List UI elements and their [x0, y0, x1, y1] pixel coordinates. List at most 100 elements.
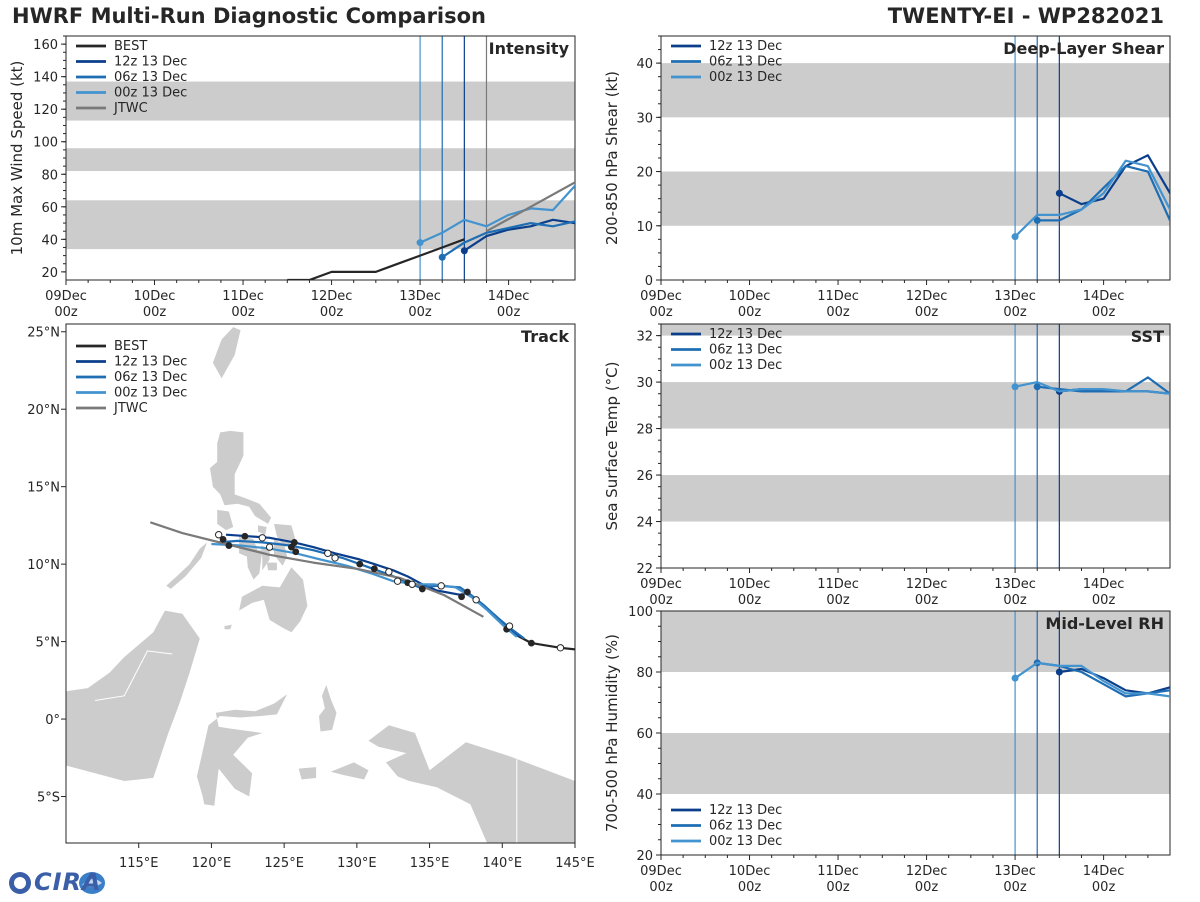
x-tick-label-date: 10Dec: [729, 864, 771, 879]
init-marker: [1033, 383, 1041, 391]
series-line-06z-13-dec: [1037, 661, 1170, 698]
land-polygon: [260, 545, 270, 571]
legend-label: 12z 13 Dec: [709, 39, 782, 54]
x-tick-label-hour: 00z: [915, 593, 939, 608]
x-tick-label-date: 11Dec: [817, 289, 859, 304]
track-marker-filled: [288, 543, 295, 551]
series-line-00z-13-dec: [1014, 661, 1170, 698]
legend-label: JTWC: [113, 101, 148, 116]
legend-label: 06z 13 Dec: [709, 343, 782, 358]
cira-logo-text: CIRA: [34, 868, 102, 896]
x-tick-label-hour: 00z: [649, 305, 673, 320]
series-group: [287, 181, 575, 280]
track-marker-open: [408, 580, 416, 588]
land-polygon: [246, 550, 263, 580]
y-axis-label: 10m Max Wind Speed (kt): [8, 61, 26, 256]
series-line-06z-13-dec: [441, 220, 575, 259]
x-tick-label-date: 14Dec: [1083, 577, 1125, 592]
series-line-12z-13-dec: [1059, 667, 1170, 695]
panel-title: Deep-Layer Shear: [1003, 39, 1164, 58]
x-tick-label: 115°E: [119, 856, 159, 871]
series-group: [1011, 659, 1170, 698]
panel-title: Intensity: [489, 39, 570, 58]
legend-label: 00z 13 Dec: [114, 86, 187, 101]
legend-label: BEST: [114, 339, 147, 354]
track-marker-filled: [458, 593, 465, 601]
y-tick-label: 140: [33, 71, 58, 86]
legend-label: JTWC: [113, 401, 148, 416]
y-tick-label: 30: [636, 111, 653, 126]
x-tick-label-date: 09Dec: [640, 577, 682, 592]
cira-logo-icon: [9, 872, 105, 894]
y-tick-label: 20: [636, 166, 653, 181]
legend-label: 06z 13 Dec: [114, 370, 187, 385]
cira-logo: CIRA: [6, 868, 106, 898]
border-line: [95, 650, 173, 701]
legend-label: 06z 13 Dec: [709, 55, 782, 70]
x-tick-label-hour: 00z: [1092, 305, 1116, 320]
y-tick-label: 40: [636, 788, 653, 803]
legend-label: 00z 13 Dec: [709, 834, 782, 849]
figure-title: HWRF Multi-Run Diagnostic Comparison: [12, 4, 487, 28]
x-tick-label-date: 12Dec: [311, 289, 353, 304]
x-tick-label-hour: 00z: [408, 305, 432, 320]
x-tick-label-date: 10Dec: [729, 577, 771, 592]
axes-frame: [660, 323, 1171, 569]
panel-sst: 22242628303209Dec00z10Dec00z11Dec00z12De…: [603, 323, 1171, 608]
init-marker: [416, 239, 424, 247]
x-tick-label-hour: 00z: [738, 593, 762, 608]
x-tick-label-hour: 00z: [1003, 593, 1027, 608]
series-line-00z-13-dec: [1014, 159, 1170, 238]
series-line-00z-13-dec: [1014, 381, 1170, 395]
land-polygon: [210, 430, 272, 524]
series-line-12z-13-dec: [1058, 154, 1170, 206]
track-marker-filled: [292, 548, 300, 556]
x-tick-label-date: 14Dec: [1083, 864, 1125, 879]
y-tick-label: 120: [33, 103, 58, 118]
y-tick-label: 100: [628, 605, 653, 620]
track-line-best: [506, 628, 575, 651]
legend-label: 00z 13 Dec: [114, 386, 187, 401]
x-tick-label-date: 10Dec: [729, 289, 771, 304]
x-tick-label-date: 14Dec: [488, 289, 530, 304]
panel-title: Mid-Level RH: [1045, 614, 1164, 633]
land-polygon: [330, 762, 369, 780]
x-tick-label-hour: 00z: [497, 305, 521, 320]
x-tick-label: 140°E: [483, 856, 523, 871]
land-polygon: [224, 624, 232, 630]
x-tick-label-hour: 00z: [54, 305, 78, 320]
x-tick-label-hour: 00z: [649, 880, 673, 895]
track-marker-open: [215, 530, 223, 539]
track-marker-filled: [463, 588, 471, 596]
legend-label: 12z 13 Dec: [114, 355, 187, 370]
series-line-06z-13-dec: [1037, 376, 1170, 395]
x-tick-label-date: 09Dec: [45, 289, 87, 304]
y-tick-label: 24: [636, 516, 653, 531]
legend-label: 00z 13 Dec: [709, 70, 782, 85]
x-tick-label-hour: 00z: [826, 593, 850, 608]
x-tick-label: 145°E: [555, 856, 595, 871]
series-line-best: [287, 238, 465, 280]
track-marker-open: [265, 543, 274, 551]
track-marker-open: [505, 622, 514, 630]
y-tick-label: 20: [41, 266, 58, 281]
panel-title: Track: [521, 327, 569, 346]
track-line-jtwc: [149, 521, 484, 618]
x-tick-label-hour: 00z: [143, 305, 167, 320]
y-axis-label: 200-850 hPa Shear (kt): [603, 71, 621, 245]
x-tick-label-hour: 00z: [1092, 880, 1116, 895]
x-tick-label-hour: 00z: [915, 305, 939, 320]
x-tick-label-hour: 00z: [738, 880, 762, 895]
x-tick-label-hour: 00z: [1003, 305, 1027, 320]
x-tick-label-hour: 00z: [1092, 593, 1116, 608]
y-tick-label: 10°N: [27, 558, 60, 573]
x-tick-label-date: 14Dec: [1083, 289, 1125, 304]
legend-label: BEST: [114, 39, 147, 54]
y-tick-label: 40: [636, 57, 653, 72]
y-tick-label: 40: [41, 233, 58, 248]
y-tick-label: 28: [636, 423, 653, 438]
threshold-band: [661, 611, 1170, 672]
